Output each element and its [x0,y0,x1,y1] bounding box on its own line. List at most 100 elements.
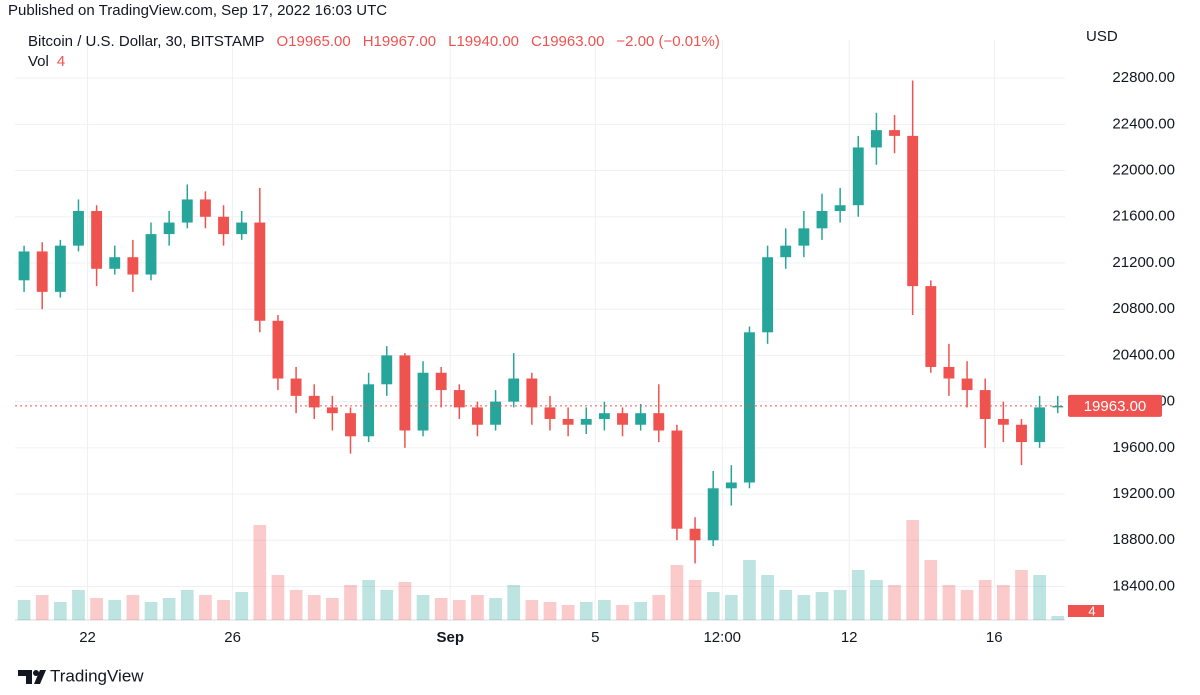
candle-body [907,135,919,287]
last-price-box [1068,394,1162,417]
volume-bar [126,595,140,620]
volume-bar [579,602,593,620]
published-title: Published on TradingView.com, Sep 17, 20… [8,2,387,19]
volume-bar [507,585,521,620]
volume-bar [561,605,575,620]
volume-bar [398,582,412,620]
volume-bar [452,600,466,620]
candle-body [471,407,483,425]
y-tick-label: 21600.00 [1112,208,1175,225]
candle-body [870,130,882,148]
candle-body [363,384,375,437]
volume-bar [634,602,647,620]
ohlc-label: C19963.00 [531,33,604,50]
brand-logo [18,670,46,684]
ohlc-label: O19965.00 [276,33,350,50]
x-tick-label: 5 [591,629,599,646]
volume-bar [235,592,249,620]
candle-body [979,390,991,419]
volume-bar [1051,616,1065,620]
y-tick-label: 22400.00 [1112,115,1175,132]
y-tick-label: 18800.00 [1112,531,1175,548]
volume-bar [779,590,793,620]
symbol: Bitcoin / U.S. Dollar, 30, BITSTAMP [28,33,264,50]
volume-last-box [1068,605,1104,617]
candle-body [689,528,701,541]
symbol-legend: Bitcoin / U.S. Dollar, 30, BITSTAMP O1996… [28,33,720,50]
volume-bar [978,580,992,620]
volume-bar [851,570,865,620]
volume-bar [108,600,122,620]
candle-body [254,222,266,321]
candle-body [163,222,175,235]
candle-body [852,147,864,206]
ohlc-label: L19940.00 [448,33,519,50]
x-tick-label: Sep [436,629,464,646]
candle-body [943,366,955,379]
candle-body [36,251,48,292]
candle-body [961,378,973,391]
candle-body [635,413,647,425]
volume-bar [144,602,158,620]
volume-bar [688,580,702,620]
x-tick-label: 12 [841,629,858,646]
volume-bar [743,560,756,620]
volume-bar [471,595,484,620]
candle-body [526,378,538,408]
candle-body [816,210,828,229]
candle-body [308,395,320,408]
logo-dot [33,670,39,676]
candle-body [127,257,139,275]
volume-bar [72,590,85,620]
candle-body [91,210,103,269]
volume-current: 4 [57,53,65,70]
volume-bar [652,595,666,620]
volume-bar [996,585,1010,620]
volume-bar [616,605,629,620]
candle-body [218,216,229,235]
volume-bar [199,595,212,620]
candle-body [889,130,900,136]
volume-bar [380,590,394,620]
volume-bar [35,595,49,620]
volume-bar [942,585,956,620]
candle-body [544,407,556,419]
volume-bar [870,580,883,620]
candle-body [290,378,302,396]
volume-bar [724,595,738,620]
candle-body [780,245,792,258]
volume-bar [888,585,901,620]
candle-body [834,205,846,211]
volume-bar [17,600,31,620]
volume-bar [180,590,194,620]
volume-bar [1015,570,1028,620]
candle-body [345,413,356,437]
volume-bar [271,575,285,620]
volume-bar [761,575,774,620]
candle-body [997,418,1009,425]
y-tick-label: 22800.00 [1112,69,1175,86]
volume-bar [307,595,321,620]
volume-bar [797,595,811,620]
x-tick-label: 26 [224,629,241,646]
volume-bar [815,592,829,620]
ohlc-label: H19967.00 [363,33,436,50]
ohlc-label: −2.00 (−0.01%) [616,33,719,50]
candle-body [671,430,683,529]
volume-bar [706,592,720,620]
candle-body [798,228,810,246]
x-tick-label: 12:00 [703,629,741,646]
volume-bar [344,585,357,620]
candles [18,80,1064,564]
y-tick-label: 20800.00 [1112,300,1175,317]
volume-bar [326,598,339,620]
brand: TradingView [50,666,144,685]
candle-body [73,210,84,246]
candle-body [925,286,937,367]
candle-body [508,378,520,402]
x-tick-label: 22 [79,629,96,646]
currency: USD [1086,28,1118,45]
x-tick-label: 16 [986,629,1003,646]
volume-bar [833,590,847,620]
